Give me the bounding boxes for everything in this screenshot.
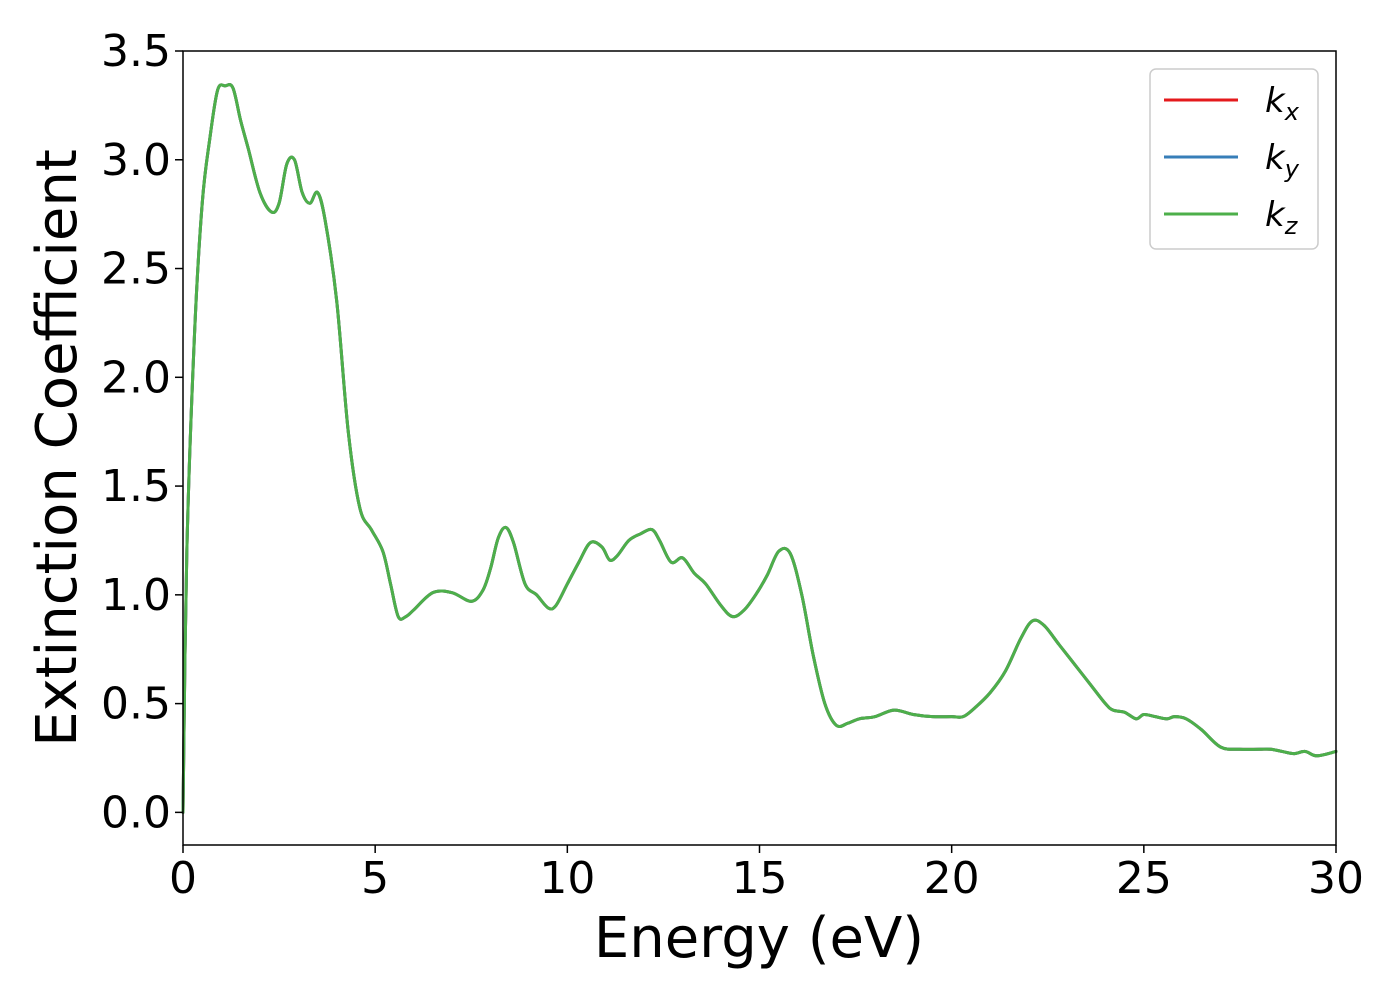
y-tick-label: 0.0 (101, 787, 171, 838)
x-axis-ticks: 0 5 10 15 20 25 30 (169, 845, 1364, 904)
x-tick-label: 15 (732, 853, 788, 904)
series-line-k-z (181, 83, 1338, 814)
y-tick-label: 3.0 (101, 135, 171, 186)
y-tick-label: 2.5 (101, 244, 171, 295)
plot-lines (181, 83, 1338, 814)
x-tick-label: 25 (1116, 853, 1172, 904)
y-axis-label: Extinction Coefficient (25, 149, 90, 747)
x-tick-label: 20 (924, 853, 980, 904)
y-axis-ticks: 0.0 0.5 1.0 1.5 2.0 2.5 3.0 3.5 (101, 26, 183, 838)
y-tick-label: 1.5 (101, 461, 171, 512)
legend-subscript: x (1284, 98, 1300, 126)
y-tick-label: 2.0 (101, 352, 171, 403)
x-tick-label: 10 (539, 853, 595, 904)
x-tick-label: 0 (169, 853, 197, 904)
y-tick-label: 3.5 (101, 26, 171, 77)
x-axis-label: Energy (eV) (594, 906, 924, 971)
legend-subscript: z (1284, 212, 1299, 240)
legend-box (1149, 68, 1319, 250)
y-tick-label: 1.0 (101, 570, 171, 621)
x-tick-label: 30 (1308, 853, 1364, 904)
legend-subscript: y (1284, 155, 1300, 183)
y-tick-label: 0.5 (101, 679, 171, 730)
x-tick-label: 5 (361, 853, 389, 904)
